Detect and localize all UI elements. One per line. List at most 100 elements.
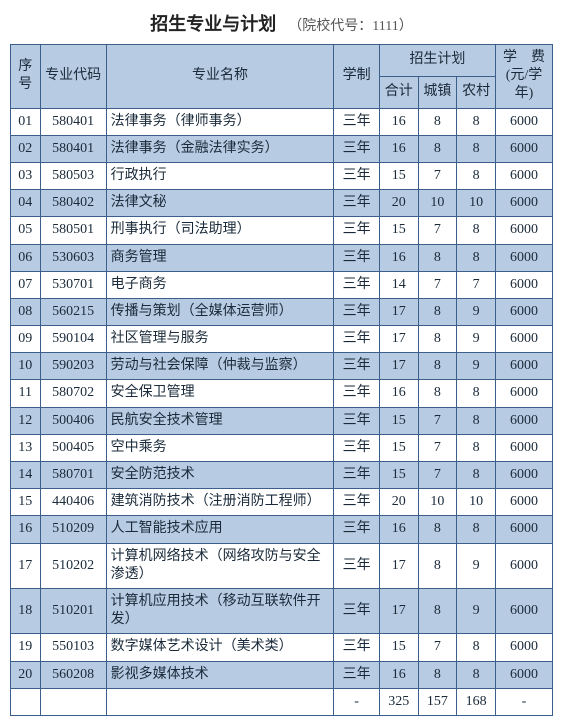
cell-urban: 10 xyxy=(418,190,457,217)
cell-urban: 7 xyxy=(418,271,457,298)
cell-idx: 09 xyxy=(11,326,41,353)
cell-fee: 6000 xyxy=(496,489,553,516)
cell-name: 商务管理 xyxy=(106,244,334,271)
table-row: 19550103数字媒体艺术设计（美术类）三年15786000 xyxy=(11,634,553,661)
cell-rural: 8 xyxy=(457,217,496,244)
cell-urban: 8 xyxy=(418,353,457,380)
cell-total: 14 xyxy=(379,271,418,298)
cell-code: 580701 xyxy=(40,462,106,489)
cell-total: 16 xyxy=(379,380,418,407)
cell-duration: 三年 xyxy=(334,271,380,298)
cell-urban: 7 xyxy=(418,162,457,189)
cell-code: 580503 xyxy=(40,162,106,189)
cell-name: 人工智能技术应用 xyxy=(106,516,334,543)
cell-name: 建筑消防技术（注册消防工程师） xyxy=(106,489,334,516)
cell-name: 影视多媒体技术 xyxy=(106,661,334,688)
cell-rural: 9 xyxy=(457,326,496,353)
cell-rural: 8 xyxy=(457,434,496,461)
cell-total: 15 xyxy=(379,162,418,189)
cell-duration: 三年 xyxy=(334,217,380,244)
cell-fee: 6000 xyxy=(496,108,553,135)
cell-code: 580401 xyxy=(40,135,106,162)
cell-total: 17 xyxy=(379,353,418,380)
cell-duration: 三年 xyxy=(334,634,380,661)
cell-name: 民航安全技术管理 xyxy=(106,407,334,434)
page-title: 招生专业与计划 xyxy=(150,14,276,34)
cell-idx: 16 xyxy=(11,516,41,543)
cell-duration: 三年 xyxy=(334,661,380,688)
cell-name: 法律事务（律师事务） xyxy=(106,108,334,135)
cell-urban: 8 xyxy=(418,588,457,633)
cell-fee: - xyxy=(496,688,553,715)
cell-urban: 8 xyxy=(418,135,457,162)
cell-total: 16 xyxy=(379,135,418,162)
col-urban: 城镇 xyxy=(418,76,457,108)
table-row: 06530603商务管理三年16886000 xyxy=(11,244,553,271)
cell-fee: 6000 xyxy=(496,353,553,380)
cell-urban: 8 xyxy=(418,326,457,353)
cell-rural: 8 xyxy=(457,634,496,661)
table-row: 01580401法律事务（律师事务）三年16886000 xyxy=(11,108,553,135)
cell-duration: 三年 xyxy=(334,353,380,380)
cell-idx: 06 xyxy=(11,244,41,271)
cell-total: 17 xyxy=(379,543,418,588)
cell-total: 15 xyxy=(379,407,418,434)
table-row: 14580701安全防范技术三年15786000 xyxy=(11,462,553,489)
page-subtitle: （院校代号：1111） xyxy=(288,19,412,34)
cell-idx: 17 xyxy=(11,543,41,588)
cell-code: 580501 xyxy=(40,217,106,244)
cell-urban: 8 xyxy=(418,516,457,543)
cell-urban: 10 xyxy=(418,489,457,516)
cell-fee: 6000 xyxy=(496,661,553,688)
table-row: 12500406民航安全技术管理三年15786000 xyxy=(11,407,553,434)
cell-urban: 7 xyxy=(418,407,457,434)
cell-fee: 6000 xyxy=(496,634,553,661)
cell-duration: 三年 xyxy=(334,244,380,271)
cell-idx: 12 xyxy=(11,407,41,434)
cell-idx: 10 xyxy=(11,353,41,380)
cell-duration: 三年 xyxy=(334,434,380,461)
cell-total: 16 xyxy=(379,244,418,271)
cell-idx: 07 xyxy=(11,271,41,298)
cell-duration: 三年 xyxy=(334,543,380,588)
cell-fee: 6000 xyxy=(496,407,553,434)
table-row: 08560215传播与策划（全媒体运营师）三年17896000 xyxy=(11,298,553,325)
cell-urban: 8 xyxy=(418,543,457,588)
cell-total: 17 xyxy=(379,298,418,325)
table-row: 20560208影视多媒体技术三年16886000 xyxy=(11,661,553,688)
table-row: 18510201计算机应用技术（移动互联软件开发）三年17896000 xyxy=(11,588,553,633)
cell-rural: 7 xyxy=(457,271,496,298)
cell-rural: 8 xyxy=(457,380,496,407)
table-row: 07530701电子商务三年14776000 xyxy=(11,271,553,298)
cell-code xyxy=(40,688,106,715)
table-body: 01580401法律事务（律师事务）三年1688600002580401法律事务… xyxy=(11,108,553,715)
table-row: 16510209人工智能技术应用三年16886000 xyxy=(11,516,553,543)
cell-total: 15 xyxy=(379,217,418,244)
cell-fee: 6000 xyxy=(496,543,553,588)
table-row: 17510202计算机网络技术（网络攻防与安全渗透）三年17896000 xyxy=(11,543,553,588)
cell-idx: 19 xyxy=(11,634,41,661)
cell-fee: 6000 xyxy=(496,326,553,353)
cell-duration: 三年 xyxy=(334,380,380,407)
cell-idx: 01 xyxy=(11,108,41,135)
cell-code: 560208 xyxy=(40,661,106,688)
cell-code: 580402 xyxy=(40,190,106,217)
cell-idx: 14 xyxy=(11,462,41,489)
cell-total: 20 xyxy=(379,190,418,217)
cell-name: 法律文秘 xyxy=(106,190,334,217)
cell-total: 17 xyxy=(379,588,418,633)
table-row: 05580501刑事执行（司法助理）三年15786000 xyxy=(11,217,553,244)
cell-idx: 18 xyxy=(11,588,41,633)
cell-code: 500406 xyxy=(40,407,106,434)
cell-urban: 157 xyxy=(418,688,457,715)
cell-rural: 9 xyxy=(457,543,496,588)
cell-name: 电子商务 xyxy=(106,271,334,298)
table-row: 02580401法律事务（金融法律实务）三年16886000 xyxy=(11,135,553,162)
cell-rural: 8 xyxy=(457,661,496,688)
cell-code: 590203 xyxy=(40,353,106,380)
cell-name: 传播与策划（全媒体运营师） xyxy=(106,298,334,325)
cell-total: 17 xyxy=(379,326,418,353)
cell-duration: 三年 xyxy=(334,489,380,516)
col-fee: 学 费(元/学年) xyxy=(496,45,553,109)
cell-code: 440406 xyxy=(40,489,106,516)
